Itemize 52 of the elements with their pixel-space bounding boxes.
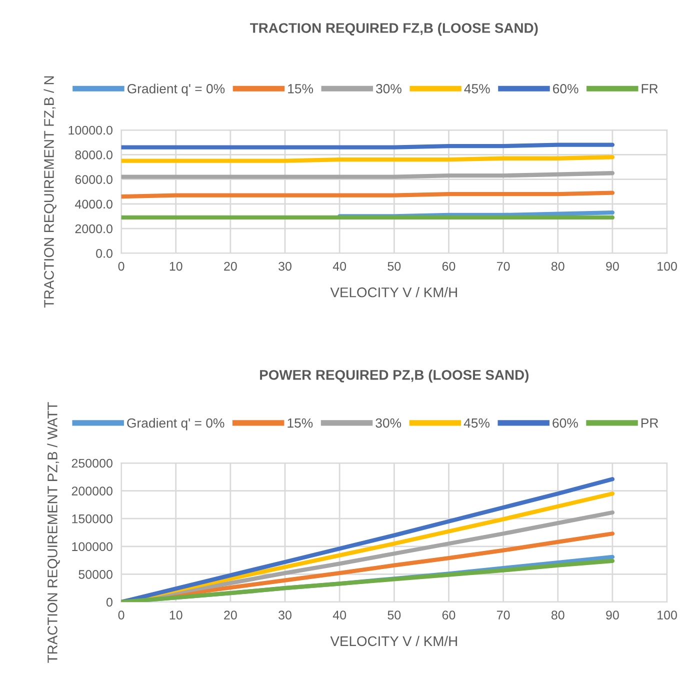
- chart-title: TRACTION REQUIRED FZ,B (LOOSE SAND): [250, 22, 538, 36]
- x-axis-title: VELOCITY V / KM/H: [330, 287, 457, 298]
- y-tick-label: 4000.0: [75, 200, 112, 209]
- y-tick-label: 0: [106, 598, 112, 607]
- x-tick-label: 60: [442, 610, 456, 620]
- y-tick-label: 50000: [78, 570, 112, 579]
- y-tick-label: 200000: [72, 486, 112, 496]
- legend-label: 30%: [376, 418, 402, 428]
- legend-label: 60%: [553, 84, 578, 94]
- legend-label: 30%: [376, 84, 402, 94]
- x-tick-label: 30: [278, 262, 292, 271]
- x-tick-label: 50: [388, 262, 401, 271]
- y-tick-label: 100000: [72, 542, 112, 552]
- y-tick-label: 0.0: [96, 248, 112, 258]
- y-tick-label: 2000.0: [75, 224, 112, 234]
- legend-label: 60%: [552, 418, 578, 428]
- x-tick-label: 30: [278, 610, 292, 620]
- x-tick-label: 80: [551, 610, 564, 620]
- x-tick-label: 20: [224, 262, 237, 271]
- y-tick-label: 150000: [72, 514, 112, 524]
- chart-title: POWER REQUIRED PZ,B (LOOSE SAND): [260, 370, 528, 383]
- x-tick-label: 10: [170, 610, 182, 620]
- x-tick-label: 20: [224, 610, 237, 620]
- legend-label: Gradient q' = 0%: [128, 84, 225, 96]
- x-tick-label: 10: [170, 262, 182, 271]
- x-tick-label: 40: [332, 610, 346, 620]
- x-tick-label: 60: [442, 262, 456, 271]
- x-tick-label: 100: [658, 610, 677, 620]
- y-axis-title: TRACTION REQUIREMENT FZ,B / N: [44, 76, 56, 308]
- legend-label: FR: [642, 84, 658, 94]
- y-tick-label: 250000: [72, 458, 112, 468]
- y-axis-title: TRACTION REQUIREMENT PZ,B / WATT: [47, 402, 60, 663]
- x-tick-label: 0: [118, 610, 124, 620]
- x-tick-label: 50: [388, 610, 401, 620]
- legend-label: Gradient q' = 0%: [127, 418, 224, 430]
- x-tick-label: 80: [551, 262, 564, 271]
- x-tick-label: 0: [118, 262, 124, 271]
- y-tick-label: 8000.0: [75, 150, 112, 160]
- x-tick-label: 70: [496, 610, 510, 620]
- x-tick-label: 90: [606, 610, 619, 620]
- x-tick-label: 40: [332, 262, 346, 271]
- y-tick-label: 6000.0: [75, 175, 112, 184]
- legend-label: 45%: [464, 84, 490, 94]
- legend-label: PR: [641, 418, 658, 428]
- x-tick-label: 90: [606, 262, 619, 271]
- y-tick-label: 10000.0: [68, 126, 112, 135]
- legend-label: 15%: [288, 84, 314, 94]
- x-axis-title: VELOCITY V / KM/H: [330, 636, 457, 646]
- legend-label: 45%: [464, 418, 490, 428]
- x-tick-label: 100: [658, 262, 677, 271]
- x-tick-label: 70: [496, 262, 510, 271]
- legend-label: 15%: [288, 418, 313, 428]
